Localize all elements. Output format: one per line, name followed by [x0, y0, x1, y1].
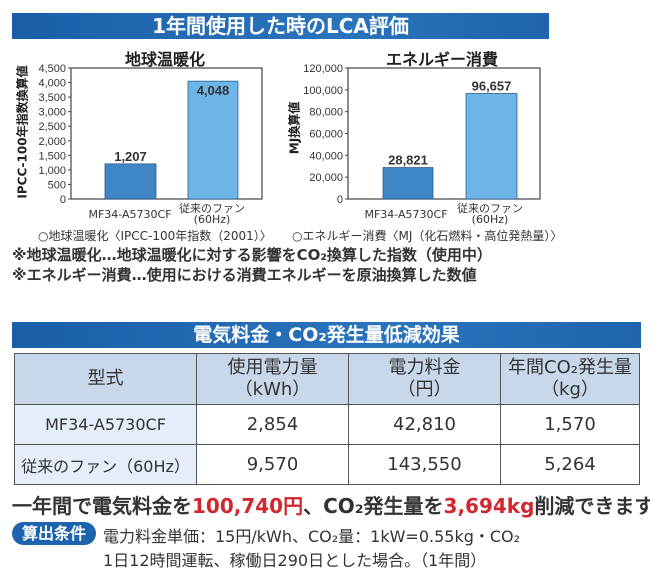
chart1-note: ○地球温暖化〈IPCC-100年指数（2001）〉: [38, 229, 272, 243]
cost-savings: 100,740円: [192, 494, 304, 518]
bar-value-label: 4,048: [197, 83, 230, 98]
header-co2: 年間CO₂発生量 （kg）: [500, 353, 640, 405]
y-tick-label: 2,000: [38, 136, 66, 148]
chart1-title: 地球温暖化: [124, 50, 206, 69]
reduction-table: 型式 使用電力量 （kWh） 電力料金 （円） 年間CO₂発生量 （kg） MF34-…: [14, 353, 640, 485]
table-row: MF34-A5730CF 2,854 42,810 1,570: [14, 404, 640, 445]
y-tick-label: 1,500: [38, 150, 66, 162]
chart1-cat-2: 従来のファン (60Hz): [179, 203, 245, 225]
cell-model: 従来のファン（60Hz）: [14, 444, 197, 485]
y-tick-label: 3,000: [38, 107, 66, 119]
cell-power-usage: 2,854: [196, 404, 349, 445]
y-tick-label: 4,000: [38, 78, 66, 90]
footnote-2: ※エネルギー消費…使用における消費エネルギーを原油換算した数値: [12, 266, 477, 284]
plot-frame: [347, 67, 541, 200]
header-power-usage: 使用電力量 （kWh）: [196, 353, 349, 405]
header-model: 型式: [14, 353, 197, 405]
y-tick-label: 0: [60, 194, 66, 206]
bar-value-label: 96,657: [472, 78, 512, 93]
bar: [104, 163, 157, 200]
y-tick-label: 80,000: [309, 107, 343, 119]
header-power-cost: 電力料金 （円）: [348, 353, 501, 405]
chart1-cat-1: MF34-A5730CF: [88, 208, 172, 221]
y-tick-label: 500: [48, 179, 66, 191]
bar-value-label: 1,207: [114, 149, 147, 164]
table-row: 従来のファン（60Hz） 9,570 143,550 5,264: [14, 444, 640, 485]
lca-title-banner: 1年間使用した時のLCA評価: [12, 13, 549, 39]
y-tick-label: 4,500: [38, 63, 66, 75]
bar-value-label: 28,821: [388, 153, 428, 168]
cell-power-cost: 42,810: [348, 404, 501, 445]
footnote-1: ※地球温暖化…地球温暖化に対する影響をCO₂換算した指数（使用中）: [12, 246, 492, 264]
chart2-title: エネルギー消費: [385, 50, 499, 69]
chart2-cat-1: MF34-A5730CF: [364, 208, 448, 221]
reduction-title-banner: 電気料金・CO₂発生量低減効果: [12, 322, 641, 348]
y-tick-label: 60,000: [309, 129, 343, 141]
cell-co2: 1,570: [500, 404, 640, 445]
summary-line: 一年間で電気料金を100,740円、CO₂発生量を3,694kg削減できます。: [12, 494, 650, 518]
chart2-svg: 0 20,000 40,000 60,000 80,000 100,000 120,000 2…: [303, 63, 541, 206]
chart2-note: ○エネルギー消費〈MJ（化石燃料・高位発熱量）〉: [292, 229, 563, 243]
y-tick-label: 100,000: [303, 85, 343, 97]
bar: [382, 167, 434, 200]
cell-co2: 5,264: [500, 444, 640, 485]
y-tick-label: 1,000: [38, 165, 66, 177]
y-tick-label: 120,000: [303, 63, 343, 75]
cell-power-cost: 143,550: [348, 444, 501, 485]
conditions-line-1: 電力料金単価：15円/kWh、CO₂量：1kW=0.55kg・CO₂: [103, 527, 521, 546]
bar: [187, 80, 239, 200]
cat-line2: (60Hz): [471, 213, 509, 226]
y-tick-label: 20,000: [309, 172, 343, 184]
bar: [465, 93, 518, 200]
cat-line1: 従来のファン: [179, 202, 245, 215]
cat-line1: 従来のファン: [457, 202, 523, 215]
y-tick-label: 2,500: [38, 121, 66, 133]
conditions-line-2: 1日12時間運転、稼働日290日とした場合。（1年間）: [103, 551, 487, 570]
cell-power-usage: 9,570: [196, 444, 349, 485]
cell-model: MF34-A5730CF: [14, 404, 197, 445]
chart1-svg: 0 500 1,000 1,500 2,000 2,500 3,000 3,500 4,000 4…: [38, 63, 263, 206]
conditions-badge: 算出条件: [12, 522, 96, 545]
y-tick-label: 3,500: [38, 92, 66, 104]
plot-frame: [70, 67, 263, 200]
co2-savings: 3,694kg: [443, 494, 535, 518]
y-tick-label: 40,000: [309, 150, 343, 162]
y-tick-label: 0: [337, 194, 343, 206]
table-header-row: 型式 使用電力量 （kWh） 電力料金 （円） 年間CO₂発生量 （kg）: [14, 353, 640, 405]
chart2-cat-2: 従来のファン (60Hz): [457, 203, 523, 225]
cat-line2: (60Hz): [193, 213, 231, 226]
